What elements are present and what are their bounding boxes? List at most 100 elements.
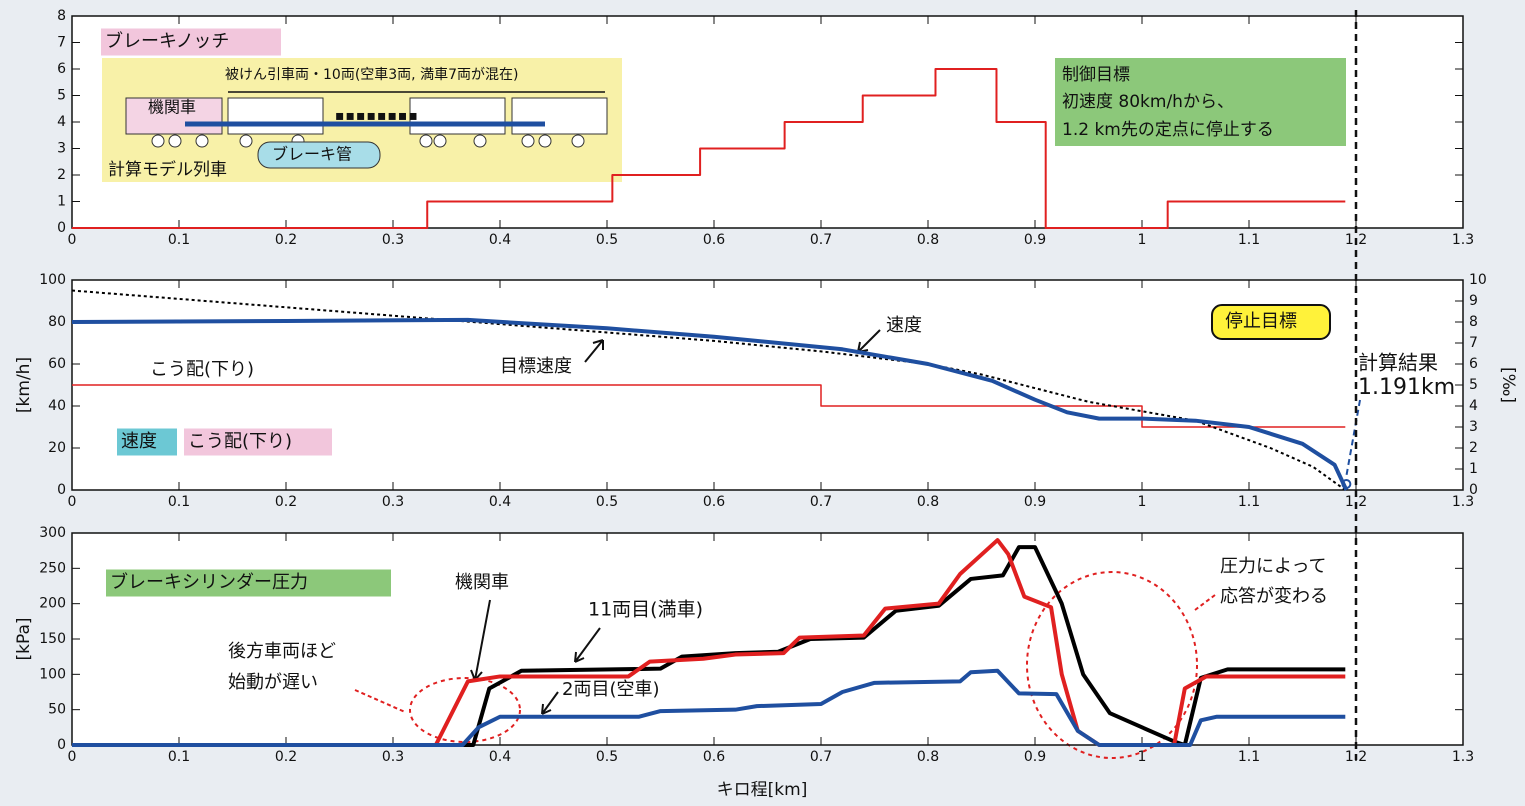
y2-tick-label: 4 <box>1469 398 1478 414</box>
annotation: 被けん引車両・10両(空車3両, 満車7両が混在) <box>225 66 518 83</box>
x-tick-label: 0.6 <box>703 232 725 248</box>
x-tick-label: 0.2 <box>275 494 297 510</box>
y-tick-label: 40 <box>48 398 66 414</box>
x-tick-label: 0.9 <box>1024 232 1046 248</box>
x-tick-label: 0.8 <box>917 232 939 248</box>
x-tick-label: 0.4 <box>489 749 511 765</box>
annotation: 機関車 <box>148 98 196 117</box>
x-tick-label: 0.8 <box>917 494 939 510</box>
y2-tick-label: 1 <box>1469 461 1478 477</box>
y2-tick-label: 5 <box>1469 377 1478 393</box>
x-tick-label: 0.2 <box>275 749 297 765</box>
annotation: ブレーキシリンダー圧力 <box>110 571 308 593</box>
y-tick-label: 0 <box>57 737 66 753</box>
y-tick-label: 100 <box>39 666 66 682</box>
y-tick-label: 2 <box>57 167 66 183</box>
y-tick-label: 60 <box>48 356 66 372</box>
y-tick-label: 6 <box>57 61 66 77</box>
x-tick-label: 1 <box>1138 749 1147 765</box>
annotation: 応答が変わる <box>1220 586 1328 607</box>
x-tick-label: 0 <box>68 494 77 510</box>
y2-axis-label: [‰] <box>1498 367 1518 403</box>
annotation: 目標速度 <box>500 356 572 377</box>
x-tick-label: 0.5 <box>596 494 618 510</box>
y-tick-label: 100 <box>39 272 66 288</box>
y2-tick-label: 9 <box>1469 293 1478 309</box>
annotation: 1.2 km先の定点に停止する <box>1062 120 1274 140</box>
y-tick-label: 20 <box>48 440 66 456</box>
annotation: 計算モデル列車 <box>108 159 227 180</box>
annotation: 計算結果 <box>1358 351 1438 375</box>
y-tick-label: 7 <box>57 35 66 51</box>
y-axis-label: [kPa] <box>14 617 34 660</box>
x-tick-label: 0.5 <box>596 749 618 765</box>
x-tick-label: 0.7 <box>810 749 832 765</box>
x-tick-label: 0.7 <box>810 494 832 510</box>
x-tick-label: 0.1 <box>168 749 190 765</box>
y2-tick-label: 7 <box>1469 335 1478 351</box>
y-tick-label: 4 <box>57 114 66 130</box>
y-axis-label: [km/h] <box>14 357 34 413</box>
svg-text:▪▪▪▪▪▪▪▪: ▪▪▪▪▪▪▪▪ <box>335 108 419 124</box>
x-tick-label: 0 <box>68 749 77 765</box>
x-tick-label: 0.6 <box>703 494 725 510</box>
annotation: 11両目(満車) <box>588 599 703 621</box>
x-tick-label: 0.1 <box>168 494 190 510</box>
x-tick-label: 1.1 <box>1238 494 1260 510</box>
x-tick-label: 1.1 <box>1238 232 1260 248</box>
y-tick-label: 250 <box>39 560 66 576</box>
x-tick-label: 0.3 <box>382 232 404 248</box>
x-tick-label: 0 <box>68 232 77 248</box>
x-tick-label: 0.9 <box>1024 494 1046 510</box>
x-tick-label: 0.9 <box>1024 749 1046 765</box>
y-tick-label: 80 <box>48 314 66 330</box>
x-tick-label: 0.5 <box>596 232 618 248</box>
y-tick-label: 5 <box>57 88 66 104</box>
x-tick-label: 1.3 <box>1452 232 1474 248</box>
x-tick-label: 0.8 <box>917 749 939 765</box>
x-tick-label: 0.6 <box>703 749 725 765</box>
y2-tick-label: 8 <box>1469 314 1478 330</box>
y-tick-label: 50 <box>48 702 66 718</box>
x-tick-label: 1.3 <box>1452 749 1474 765</box>
x-axis-label: キロ程[km] <box>717 780 808 800</box>
y2-tick-label: 3 <box>1469 419 1478 435</box>
x-tick-label: 0.4 <box>489 232 511 248</box>
y-tick-label: 300 <box>39 525 66 541</box>
y-tick-label: 150 <box>39 631 66 647</box>
annotation: 後方車両ほど <box>228 641 336 662</box>
annotation: こう配(下り) <box>150 359 254 380</box>
x-tick-label: 1.1 <box>1238 749 1260 765</box>
annotation: 初速度 80km/hから、 <box>1062 92 1234 112</box>
annotation: 停止目標 <box>1225 311 1297 332</box>
y2-tick-label: 10 <box>1469 272 1487 288</box>
annotation: ブレーキノッチ <box>105 30 229 52</box>
annotation: 機関車 <box>455 572 509 593</box>
annotation: 始動が遅い <box>228 672 318 693</box>
annotation: 2両目(空車) <box>562 679 660 700</box>
x-tick-label: 0.7 <box>810 232 832 248</box>
y-tick-label: 8 <box>57 8 66 24</box>
x-tick-label: 0.3 <box>382 749 404 765</box>
annotation: こう配(下り) <box>188 431 292 452</box>
y-tick-label: 0 <box>57 482 66 498</box>
x-tick-label: 0.2 <box>275 232 297 248</box>
annotation: 制御目標 <box>1062 65 1130 85</box>
annotation: 速度 <box>886 315 922 336</box>
y-tick-label: 1 <box>57 194 66 210</box>
y-tick-label: 0 <box>57 220 66 236</box>
y2-tick-label: 6 <box>1469 356 1478 372</box>
chart: ▪▪▪▪▪▪▪▪ キロ程[km] 0 0.1 0.2 0.3 0.4 0.5 0.6 0.7 0… <box>0 0 1525 806</box>
y-tick-label: 3 <box>57 141 66 157</box>
result-label: 1.191km <box>1358 375 1455 400</box>
x-tick-label: 0.1 <box>168 232 190 248</box>
x-tick-label: 1 <box>1138 494 1147 510</box>
x-tick-label: 1 <box>1138 232 1147 248</box>
y-tick-label: 200 <box>39 596 66 612</box>
y2-tick-label: 2 <box>1469 440 1478 456</box>
x-tick-label: 0.4 <box>489 494 511 510</box>
y2-tick-label: 0 <box>1469 482 1478 498</box>
annotation: ブレーキ管 <box>272 145 352 164</box>
annotation: 速度 <box>121 431 157 452</box>
annotation: 圧力によって <box>1220 556 1327 577</box>
